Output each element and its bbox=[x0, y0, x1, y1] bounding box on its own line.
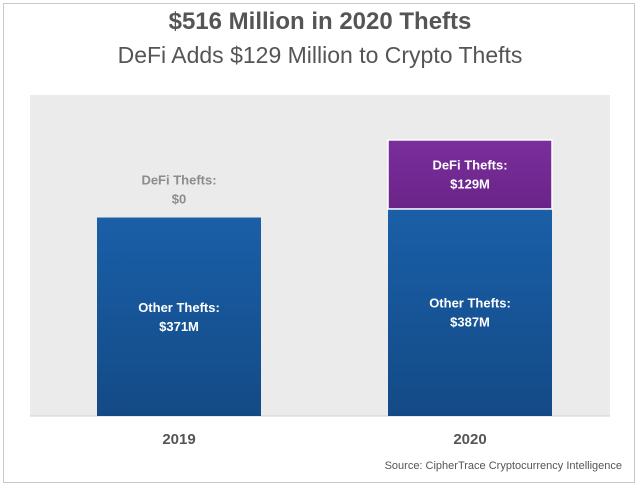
x-tick-label-2019: 2019 bbox=[162, 431, 195, 448]
source-note: Source: CipherTrace Cryptocurrency Intel… bbox=[384, 460, 622, 472]
x-tick-label-2020: 2020 bbox=[453, 431, 486, 448]
data-label-defi-thefts-2019: DeFi Thefts: $0 bbox=[141, 173, 216, 207]
bar-other-thefts-2020 bbox=[388, 208, 552, 416]
bar-defi-thefts-2020 bbox=[387, 139, 553, 210]
data-label-other-thefts-2020: Other Thefts: $387M bbox=[429, 295, 511, 329]
data-label-defi-thefts-2020: DeFi Thefts: $129M bbox=[432, 157, 507, 191]
data-label-other-thefts-2019: Other Thefts: $371M bbox=[138, 300, 220, 334]
bar-other-thefts-2019 bbox=[97, 217, 261, 416]
chart-subtitle: DeFi Adds $129 Million to Crypto Thefts bbox=[117, 42, 523, 68]
chart-title: $516 Million in 2020 Thefts bbox=[168, 8, 472, 35]
